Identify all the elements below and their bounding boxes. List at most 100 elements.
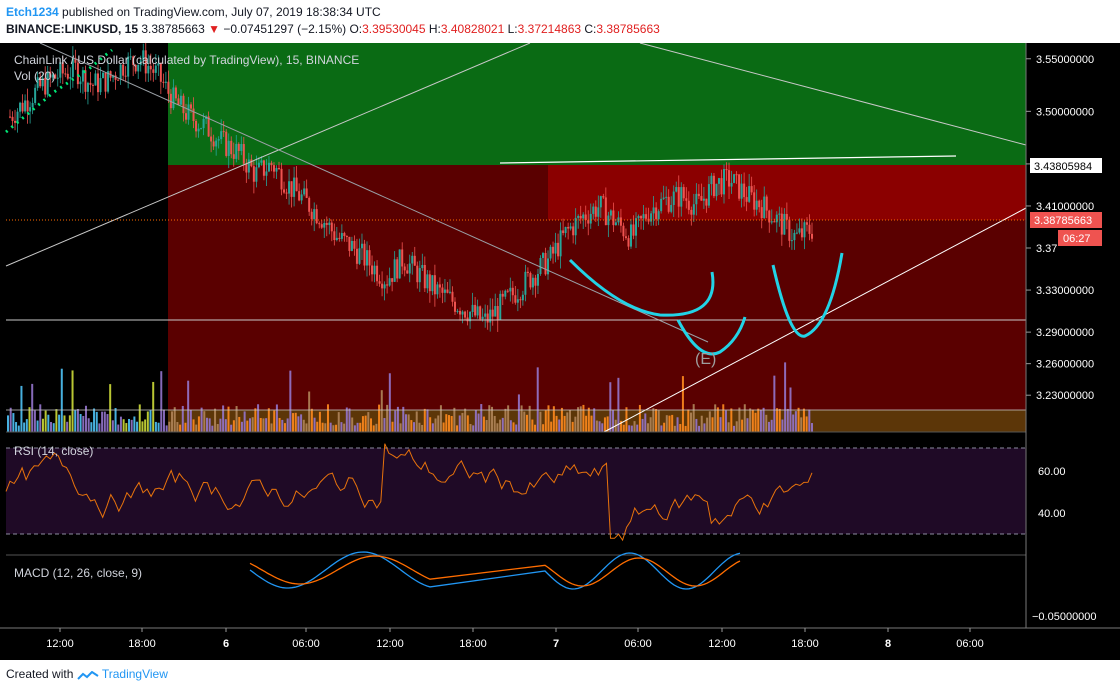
- candle-body: [466, 317, 469, 322]
- candle-body: [403, 266, 406, 271]
- volume-bar: [149, 410, 152, 432]
- volume-bar: [746, 418, 749, 432]
- candle-body: [323, 222, 326, 228]
- time-tick-label: 8: [885, 638, 891, 650]
- volume-bar: [738, 407, 741, 432]
- candle-body: [195, 121, 198, 132]
- price-axis[interactable]: [1026, 43, 1120, 630]
- volume-bar: [679, 424, 682, 432]
- price-tick-label: 3.26000000: [1036, 359, 1094, 371]
- candle-body: [640, 216, 643, 219]
- candle-body: [192, 108, 195, 122]
- candle-body: [343, 233, 346, 237]
- candle-body: [265, 171, 268, 176]
- candle-body: [604, 197, 607, 226]
- publish-line: Etch1234 published on TradingView.com, J…: [6, 5, 381, 19]
- candle-body: [59, 62, 62, 78]
- green-zone: [168, 43, 1028, 165]
- volume-bar: [294, 412, 297, 432]
- volume-bar: [665, 415, 668, 432]
- candle-body: [612, 210, 615, 226]
- candle-body: [589, 213, 592, 224]
- tradingview-link[interactable]: TradingView: [101, 667, 168, 681]
- volume-bar: [345, 407, 348, 432]
- candle-body: [280, 168, 283, 190]
- volume-zone: [168, 410, 1028, 432]
- candle-body: [313, 209, 316, 220]
- candle-body: [220, 131, 223, 140]
- candle-body: [811, 233, 813, 239]
- candle-body: [368, 250, 371, 266]
- candle-body: [371, 265, 374, 275]
- candle-body: [74, 57, 77, 63]
- volume-bar: [361, 416, 364, 432]
- candle-body: [129, 56, 132, 58]
- volume-bar: [606, 416, 609, 432]
- candle-body: [285, 192, 288, 194]
- candle-body: [86, 82, 89, 92]
- volume-bar: [590, 415, 593, 432]
- volume-bar: [759, 410, 762, 432]
- volume-bar: [585, 415, 588, 432]
- volume-bar: [415, 411, 418, 432]
- rsi-tick-60: 60.00: [1038, 466, 1066, 478]
- candle-body: [484, 313, 487, 317]
- volume-bar: [189, 409, 192, 432]
- candle-body: [290, 181, 293, 197]
- volume-bar: [216, 424, 219, 432]
- volume-bar: [300, 414, 303, 432]
- volume-bar: [762, 407, 765, 432]
- volume-bar: [265, 418, 268, 432]
- candle-body: [627, 238, 630, 247]
- volume-bar: [574, 416, 577, 432]
- volume-bar: [386, 404, 389, 432]
- candle-body: [602, 196, 605, 198]
- candle-body: [225, 131, 228, 156]
- candle-body: [584, 214, 587, 221]
- candle-body: [303, 188, 306, 195]
- chart-canvas[interactable]: (E) ChainLink / US Dollar (calculated by…: [0, 43, 1120, 660]
- volume-bar: [200, 407, 203, 432]
- candle-body: [730, 182, 733, 187]
- volume-bar: [318, 411, 321, 432]
- candle-body: [685, 198, 688, 201]
- author-link[interactable]: Etch1234: [6, 5, 59, 19]
- time-axis[interactable]: 12:00 18:00 6 06:00 12:00 18:00 7 06:00 12:00 18:…: [46, 628, 984, 650]
- ohlc-line: BINANCE:LINKUSD, 15 3.38785663 ▼ −0.0745…: [6, 22, 660, 36]
- candle-body: [184, 113, 187, 120]
- volume-bar: [641, 418, 644, 432]
- volume-bar: [442, 422, 445, 432]
- volume-bar: [805, 416, 808, 432]
- volume-bar: [558, 419, 561, 432]
- candle-body: [167, 81, 170, 94]
- volume-bar: [692, 404, 695, 432]
- candle-body: [667, 196, 670, 212]
- candle-body: [132, 56, 135, 65]
- candle-body: [260, 160, 263, 163]
- volume-bar: [44, 410, 47, 432]
- candle-body: [748, 186, 751, 202]
- candle-body: [501, 293, 504, 297]
- volume-bar: [394, 410, 397, 432]
- volume-bar: [313, 417, 316, 432]
- candle-body: [164, 81, 167, 83]
- volume-bar: [628, 425, 631, 432]
- time-tick-label: 6: [223, 638, 229, 650]
- volume-bar: [316, 421, 319, 432]
- volume-bar: [227, 406, 230, 432]
- footer: Created with TradingView: [0, 660, 1120, 691]
- candle-body: [350, 240, 353, 251]
- candle-body: [235, 143, 238, 159]
- volume-bar: [9, 407, 12, 432]
- volume-bar: [321, 422, 324, 432]
- volume-bar: [273, 410, 276, 432]
- candle-body: [325, 222, 328, 225]
- volume-bar: [496, 423, 499, 432]
- candle-body: [215, 140, 218, 147]
- volume-bar: [698, 425, 701, 432]
- candle-body: [521, 294, 524, 301]
- candle-body: [514, 295, 517, 303]
- candle-body: [783, 213, 786, 235]
- volume-bar: [520, 405, 523, 432]
- candle-body: [670, 204, 673, 212]
